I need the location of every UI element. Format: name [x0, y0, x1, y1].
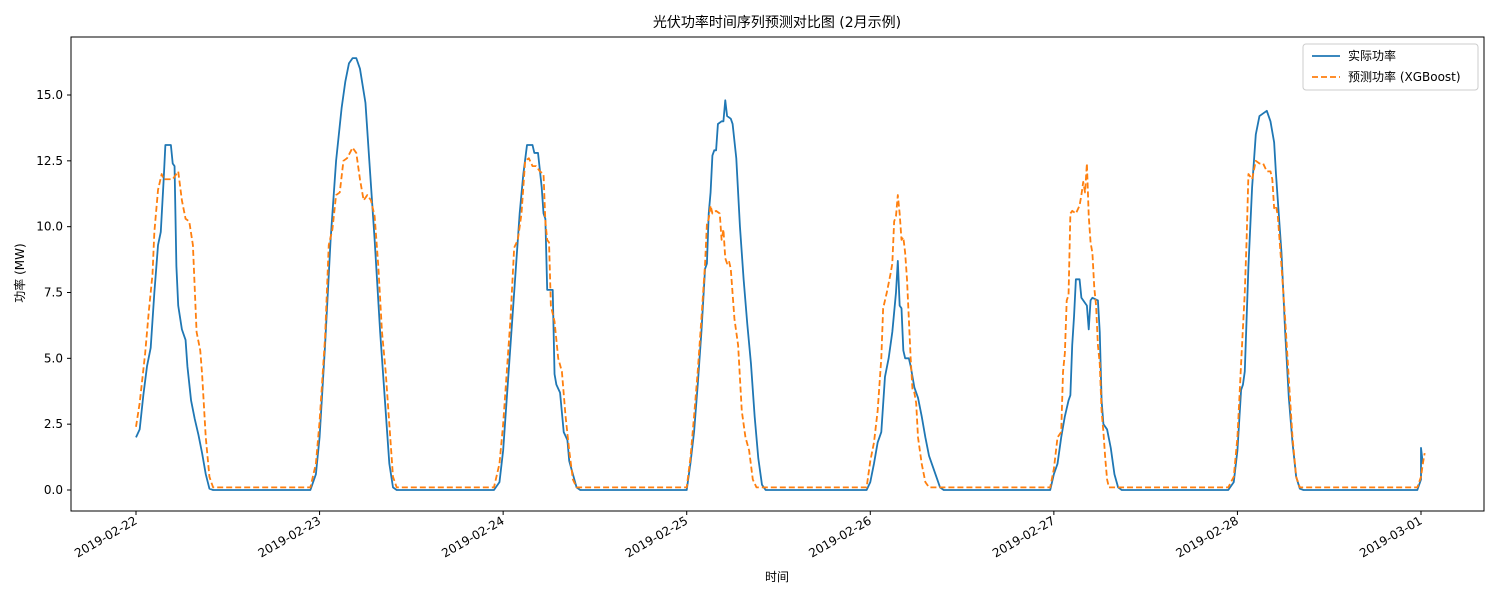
y-tick-label: 5.0	[44, 351, 63, 365]
legend-label-predicted: 预测功率 (XGBoost)	[1348, 69, 1461, 84]
y-tick-label: 12.5	[36, 154, 63, 168]
chart-title: 光伏功率时间序列预测对比图 (2月示例)	[653, 14, 901, 31]
plot-area	[70, 36, 1485, 512]
series-line-actual	[135, 57, 1424, 491]
y-tick-label: 10.0	[36, 220, 63, 234]
legend-box	[1302, 43, 1479, 91]
x-tick-label: 2019-02-24	[439, 513, 506, 560]
x-tick-label: 2019-02-23	[256, 513, 323, 560]
legend: 实际功率 预测功率 (XGBoost)	[1302, 43, 1479, 91]
x-axis-label: 时间	[765, 570, 789, 584]
plot-frame	[70, 36, 1485, 512]
y-tick-label: 15.0	[36, 88, 63, 102]
x-tick-label: 2019-03-01	[1357, 513, 1424, 560]
series-line-predicted	[135, 146, 1426, 489]
x-tick-label: 2019-02-28	[1174, 513, 1241, 560]
x-tick-label: 2019-02-26	[806, 513, 873, 560]
series-lines	[135, 57, 1426, 491]
x-axis-ticks: 2019-02-22 2019-02-23 2019-02-24 2019-02-25…	[72, 511, 1425, 560]
y-tick-label: 2.5	[44, 417, 63, 431]
x-tick-label: 2019-02-27	[990, 513, 1057, 560]
y-axis-label: 功率 (MW)	[12, 243, 27, 302]
y-tick-label: 0.0	[44, 483, 63, 497]
y-tick-label: 7.5	[44, 286, 63, 300]
y-axis-ticks: 0.0 2.5 5.0 7.5 10.0 12.5 15.0	[36, 88, 71, 497]
x-tick-label: 2019-02-22	[72, 513, 139, 560]
legend-label-actual: 实际功率	[1348, 48, 1396, 63]
x-tick-label: 2019-02-25	[623, 513, 690, 560]
